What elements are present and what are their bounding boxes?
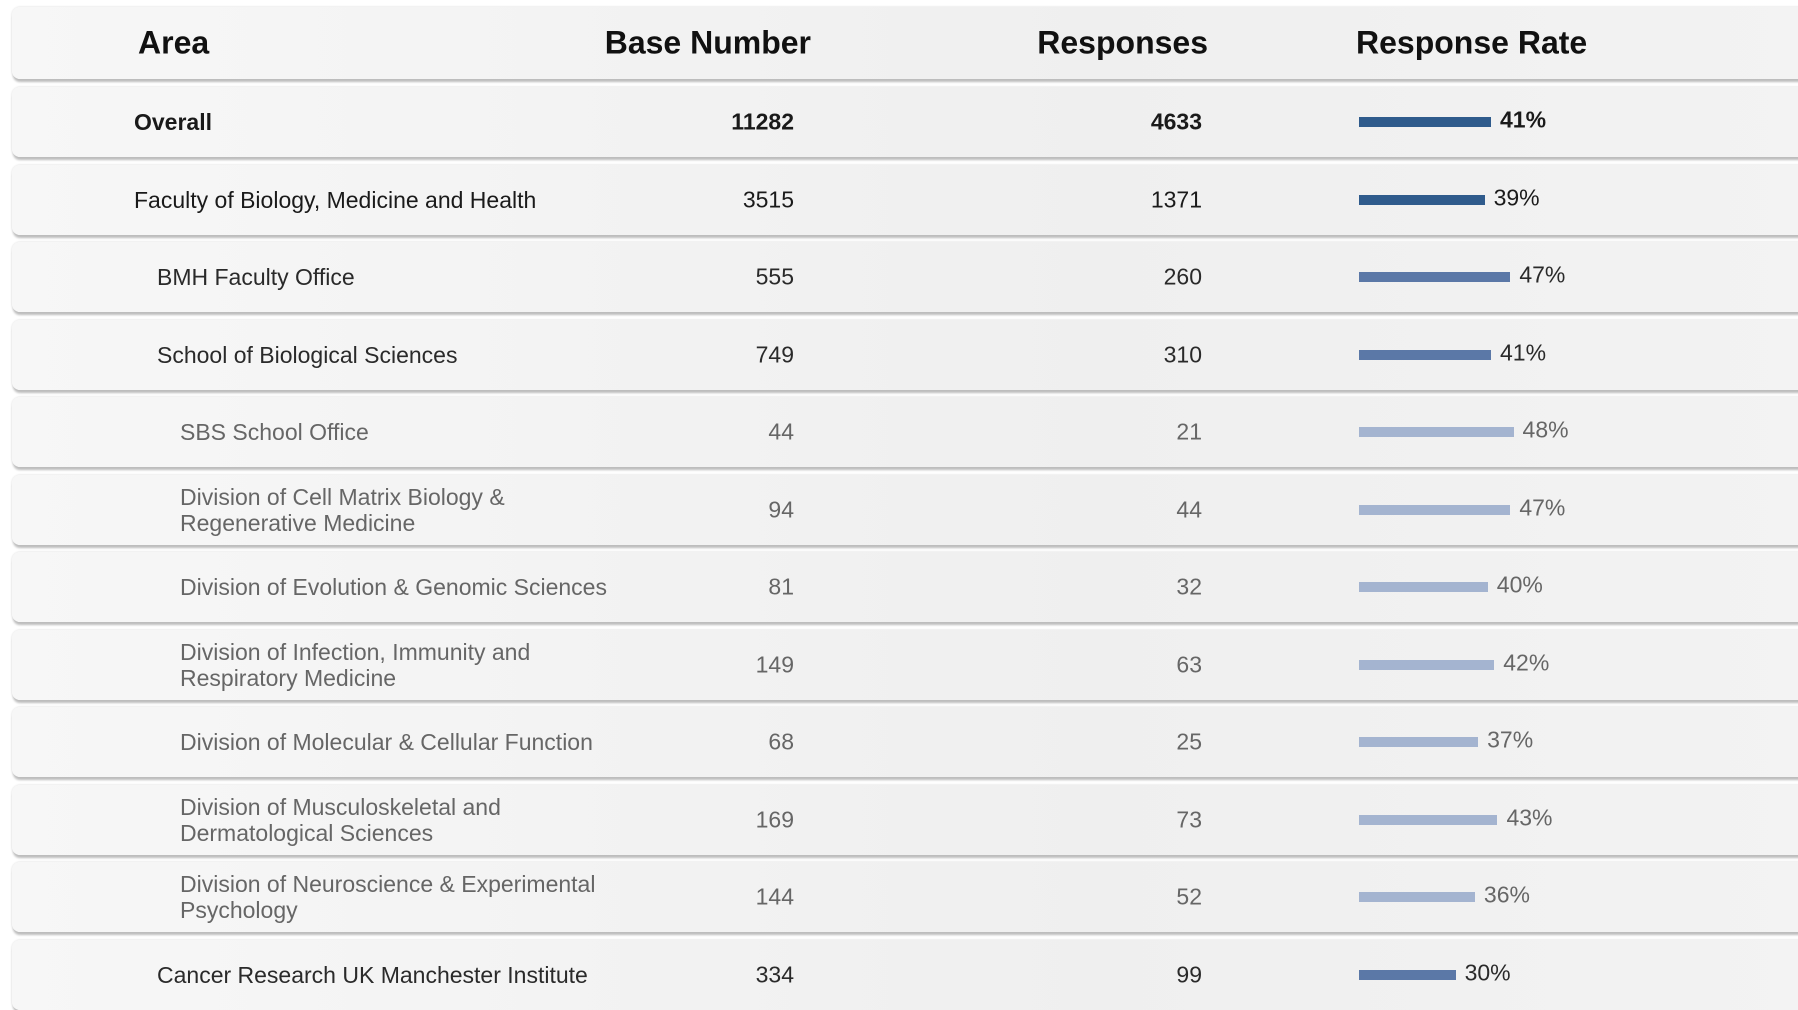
base-number: 3515	[742, 186, 794, 212]
table-row: Division of Cell Matrix Biology & Regene…	[12, 474, 1798, 545]
base-number: 169	[755, 806, 794, 832]
responses: 52	[1176, 883, 1202, 910]
responses: 21	[1176, 418, 1202, 445]
base-number: 81	[768, 573, 794, 600]
responses: 25	[1176, 728, 1202, 755]
base-number: 334	[755, 961, 794, 987]
table-row: Cancer Research UK Manchester Institute 3…	[12, 939, 1798, 1010]
base-number: 68	[768, 728, 794, 755]
rate-label: 41%	[1500, 106, 1547, 133]
table-row: Division of Molecular & Cellular Functio…	[12, 707, 1798, 777]
rate-bar	[1359, 427, 1514, 437]
area-name: Division of Neuroscience & Experimental …	[180, 871, 596, 923]
rate-label: 40%	[1496, 571, 1543, 598]
rate-label: 41%	[1500, 339, 1547, 365]
rate-bar	[1359, 582, 1488, 592]
rate-bar	[1359, 272, 1511, 282]
base-number: 44	[768, 418, 794, 445]
table-row: Division of Evolution & Genomic Sciences…	[12, 552, 1798, 622]
rate-bar	[1359, 504, 1511, 515]
responses: 4633	[1150, 108, 1202, 135]
responses: 32	[1176, 573, 1202, 600]
rate-bar	[1359, 969, 1456, 980]
rate-bar	[1359, 194, 1485, 205]
header-rate: Response Rate	[1356, 24, 1588, 61]
table-row: Overall 11282 4633 41%	[12, 87, 1798, 157]
table-row: SBS School Office 44 21 48%	[12, 397, 1798, 467]
table-row: Division of Infection, Immunity and Resp…	[12, 629, 1798, 700]
header-base: Base Number	[604, 24, 811, 61]
header-responses: Responses	[1037, 24, 1208, 61]
area-name: School of Biological Sciences	[157, 341, 458, 368]
area-name: Overall	[134, 109, 212, 135]
rate-bar	[1359, 349, 1492, 360]
responses: 99	[1176, 961, 1202, 987]
area-name: Faculty of Biology, Medicine and Health	[134, 186, 537, 213]
base-number: 11282	[731, 108, 794, 135]
base-number: 94	[768, 496, 794, 522]
rate-label: 39%	[1493, 184, 1540, 210]
base-number: 149	[755, 651, 794, 677]
responses: 310	[1163, 341, 1202, 367]
table-row: BMH Faculty Office 555 260 47%	[12, 242, 1798, 312]
base-number: 555	[755, 263, 794, 290]
table-header: Area Base Number Responses Response Rate	[12, 7, 1798, 79]
responses: 1371	[1150, 186, 1202, 212]
rate-bar	[1359, 737, 1479, 747]
rate-bar	[1359, 814, 1498, 825]
area-name: Division of Evolution & Genomic Sciences	[180, 574, 607, 600]
table-row: Faculty of Biology, Medicine and Health 3…	[12, 164, 1798, 235]
rate-label: 42%	[1503, 649, 1550, 675]
rate-label: 48%	[1522, 416, 1569, 443]
responses: 44	[1176, 496, 1202, 522]
table-row: Division of Musculoskeletal and Dermatol…	[12, 784, 1798, 855]
rate-bar	[1359, 659, 1495, 670]
area-name: SBS School Office	[180, 419, 369, 445]
table-row: Division of Neuroscience & Experimental …	[12, 862, 1798, 932]
area-name: Division of Cell Matrix Biology & Regene…	[180, 483, 505, 536]
rate-label: 36%	[1483, 881, 1530, 908]
rate-label: 37%	[1487, 726, 1534, 753]
table-row: School of Biological Sciences 749 310 41%	[12, 319, 1798, 390]
responses: 73	[1176, 806, 1202, 832]
area-name: Division of Musculoskeletal and Dermatol…	[180, 793, 501, 846]
header-area: Area	[138, 24, 210, 61]
rate-bar	[1359, 117, 1492, 127]
rate-label: 43%	[1506, 804, 1553, 830]
base-number: 144	[755, 883, 794, 910]
area-name: Division of Infection, Immunity and Resp…	[180, 638, 531, 691]
area-name: Cancer Research UK Manchester Institute	[157, 961, 588, 988]
responses: 63	[1176, 651, 1202, 677]
rate-label: 30%	[1464, 959, 1511, 985]
rate-bar	[1359, 892, 1475, 902]
base-number: 749	[755, 341, 794, 367]
rate-label: 47%	[1519, 261, 1566, 288]
rate-label: 47%	[1519, 494, 1566, 520]
area-name: Division of Molecular & Cellular Functio…	[180, 729, 593, 755]
responses: 260	[1163, 263, 1202, 290]
area-name: BMH Faculty Office	[157, 264, 355, 290]
